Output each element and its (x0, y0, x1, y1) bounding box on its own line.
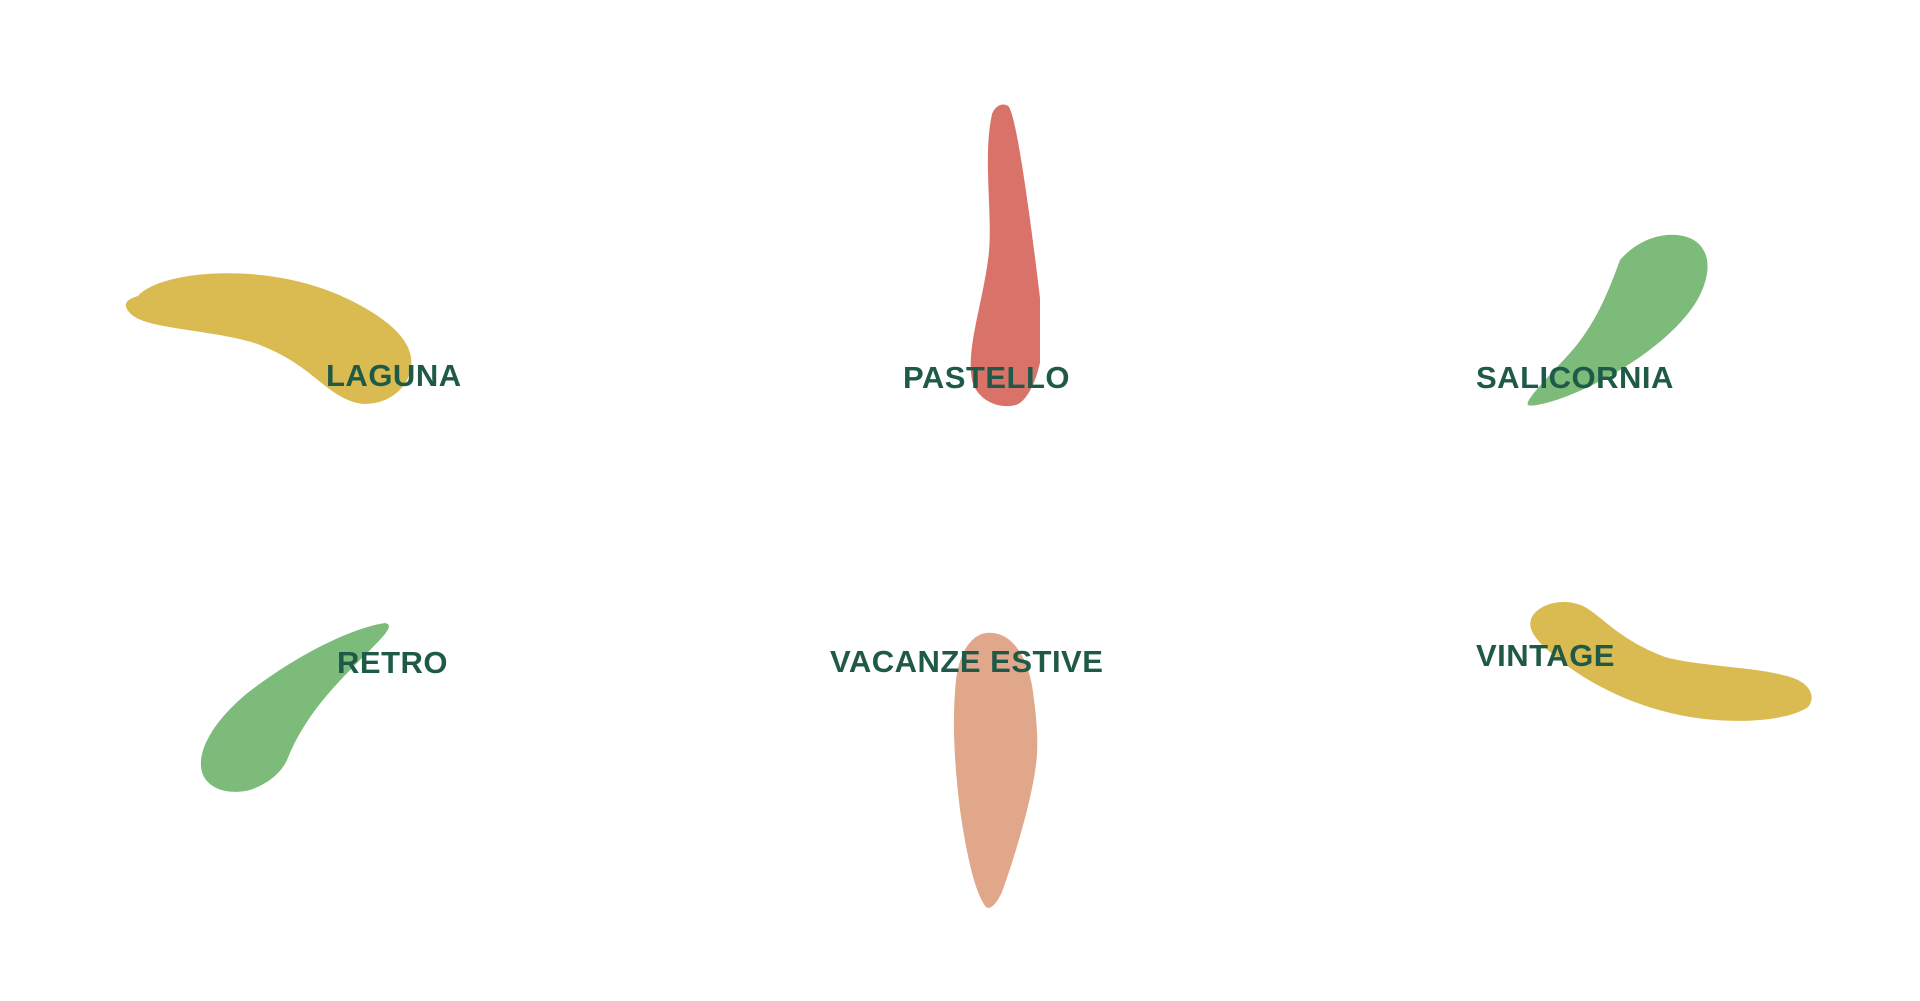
collection-label: SALICORNIA (1476, 360, 1674, 395)
yellow-blob-icon (125, 273, 412, 404)
green-leaf-icon (1527, 234, 1708, 406)
collection-label: VACANZE ESTIVE (830, 644, 1104, 679)
red-drop-icon (970, 104, 1040, 407)
green-leaf-icon (200, 623, 389, 792)
collection-label: VINTAGE (1476, 638, 1615, 673)
salmon-drop-icon (953, 632, 1038, 908)
collection-salicornia[interactable]: SALICORNIA (1470, 225, 1730, 420)
collection-label: PASTELLO (903, 360, 1071, 395)
collection-pastello[interactable]: PASTELLO (890, 100, 1110, 420)
collection-label: RETRO (337, 645, 448, 680)
collection-vacanze-estive[interactable]: VACANZE ESTIVE (830, 630, 1130, 910)
yellow-blob-icon (1530, 602, 1812, 721)
collection-laguna[interactable]: LAGUNA (120, 260, 490, 430)
collection-label: LAGUNA (326, 358, 462, 393)
collection-retro[interactable]: RETRO (195, 615, 465, 800)
collection-vintage[interactable]: VINTAGE (1470, 595, 1820, 765)
